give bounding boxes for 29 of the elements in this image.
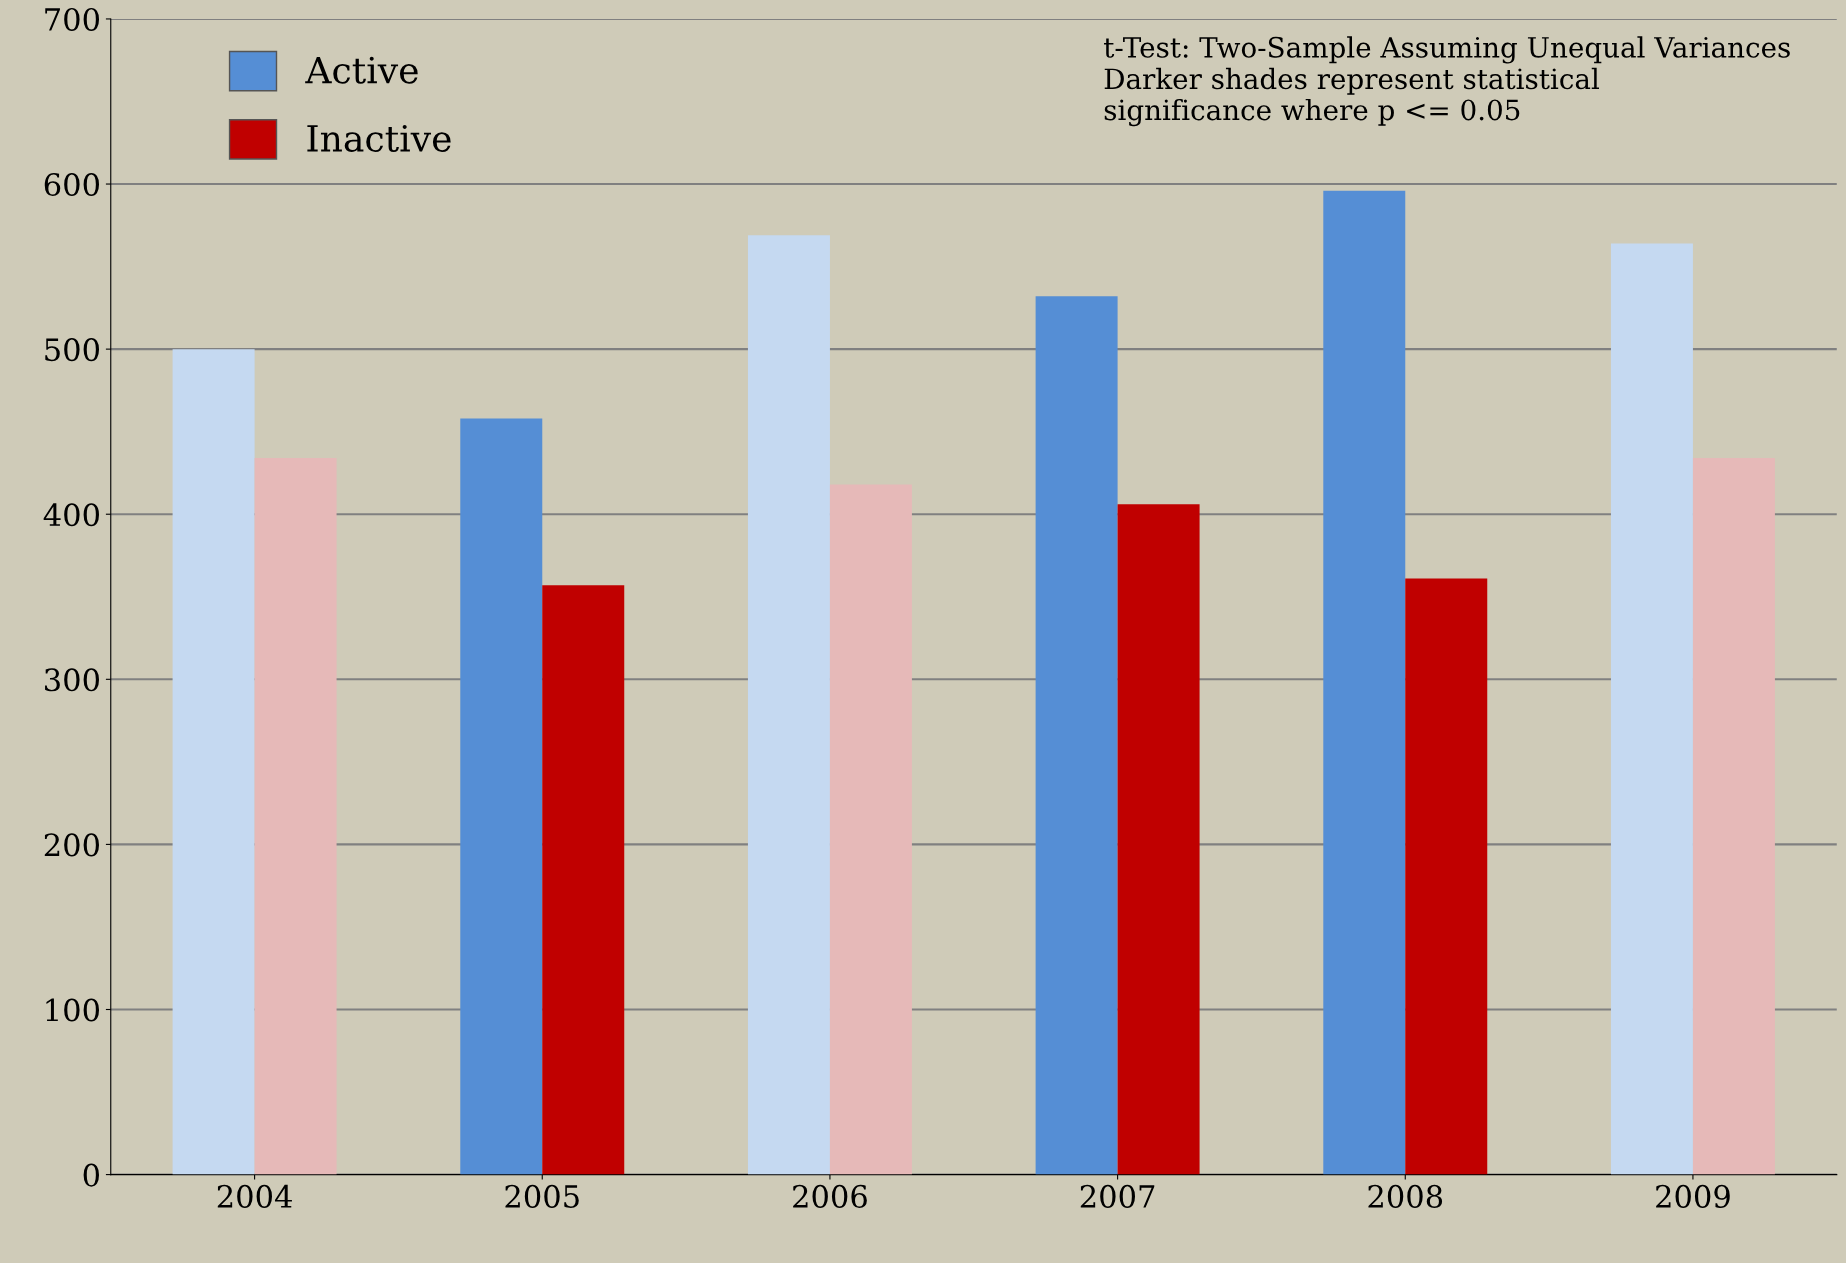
bar: [1323, 190, 1406, 1175]
bar: [254, 458, 337, 1175]
x-tick-label: 2007: [1080, 1184, 1155, 1208]
y-tick-label: 400: [43, 503, 100, 527]
legend-label: Active: [305, 56, 418, 84]
x-tick-label: 2009: [1656, 1184, 1730, 1208]
y-tick-label: 600: [44, 172, 100, 197]
y-tick-label: 200: [44, 833, 100, 857]
x-tick-label: 2008: [1368, 1184, 1443, 1208]
y-tick-label: 500: [45, 338, 100, 362]
bar: [1117, 504, 1200, 1175]
y-tick-label: 100: [46, 998, 100, 1022]
bar: [172, 349, 255, 1175]
bar: [1692, 458, 1775, 1175]
x-tick-label: 2005: [505, 1184, 579, 1208]
bar: [829, 484, 912, 1175]
x-tick-label: 2004: [217, 1184, 292, 1208]
bar: [542, 585, 625, 1175]
y-tick-label: 0: [83, 1163, 100, 1187]
bar: [1405, 578, 1488, 1175]
y-tick-label: 300: [45, 668, 100, 692]
bar: [460, 418, 543, 1175]
annotation: t-Test: Two-Sample Assuming Unequal Variances Darker shades represent statistical significance where p <= 0.05: [1104, 36, 1790, 127]
x-tick-label: 2006: [793, 1184, 867, 1208]
bar: [1035, 296, 1118, 1175]
y-tick-label: 700: [45, 7, 100, 31]
bar: [747, 235, 830, 1175]
bar: [1610, 243, 1693, 1175]
legend-label: Inactive: [307, 124, 451, 152]
